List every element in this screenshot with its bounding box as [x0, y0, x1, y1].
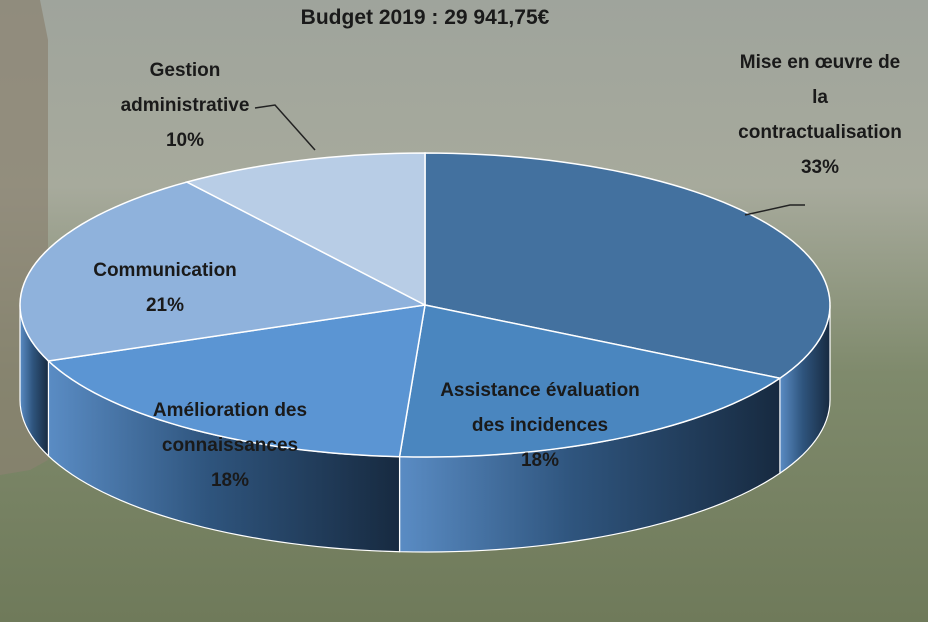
leader-line: [254, 104, 316, 151]
data-label: Amélioration des connaissances 18%: [135, 393, 325, 498]
slice: [184, 152, 426, 307]
category-label: Communication: [93, 260, 237, 281]
value-label: 10%: [165, 130, 205, 151]
chart-title: Budget 2019 : 29 941,75€: [300, 6, 550, 29]
data-label: Mise en œuvre de la contractualisation 33…: [730, 45, 910, 185]
category-label: Assistance évaluation des incidences: [440, 380, 640, 436]
slice: [424, 152, 831, 380]
category-label: Gestion administrative: [120, 60, 250, 116]
slice: [19, 181, 428, 362]
leader-line: [744, 204, 805, 216]
value-label: 18%: [520, 450, 560, 471]
category-label: Mise en œuvre de la contractualisation: [738, 52, 902, 143]
category-label: Amélioration des connaissances: [152, 400, 308, 456]
slice: [46, 304, 426, 458]
data-label: Communication 21%: [65, 253, 265, 323]
value-label: 18%: [210, 470, 250, 491]
value-label: 21%: [145, 295, 185, 316]
data-label: Assistance évaluation des incidences 18%: [440, 373, 640, 478]
slice: [398, 304, 782, 458]
value-label: 33%: [800, 157, 840, 178]
data-label: Gestion administrative 10%: [105, 53, 265, 158]
